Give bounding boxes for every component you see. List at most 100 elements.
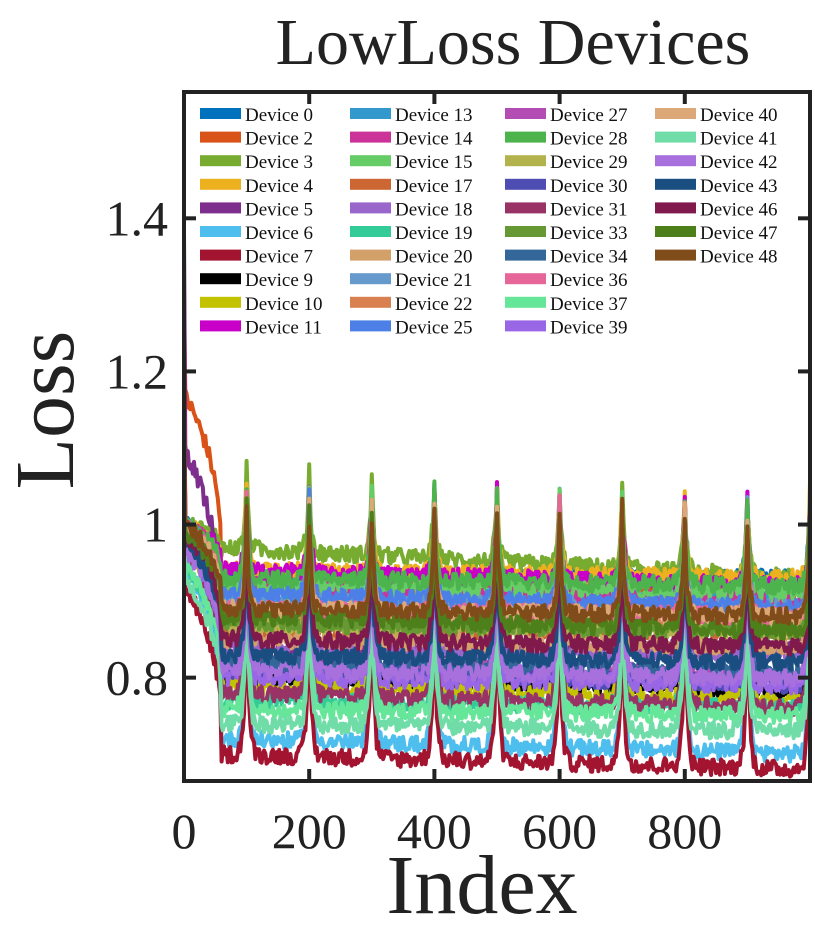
legend-swatch: [350, 202, 391, 214]
legend-swatch: [505, 155, 546, 167]
legend-label: Device 29: [550, 152, 628, 173]
axes-layer: 0 200 400 600 800 0.8 1 1.2 1.4: [106, 90, 812, 859]
legend-item: Device 7: [200, 247, 313, 268]
legend-swatch: [655, 131, 696, 143]
legend-swatch: [200, 226, 241, 237]
legend-label: Device 11: [245, 317, 322, 338]
legend-swatch: [200, 178, 241, 190]
legend-label: Device 7: [245, 247, 313, 268]
legend-label: Device 39: [550, 317, 628, 338]
legend-label: Device 28: [550, 129, 628, 150]
legend-label: Device 9: [245, 270, 313, 291]
legend-item: Device 5: [200, 199, 313, 220]
legend-item: Device 43: [655, 176, 778, 197]
legend-swatch: [350, 249, 391, 261]
legend-item: Device 9: [200, 270, 313, 291]
legend-label: Device 19: [395, 223, 473, 244]
legend-item: Device 18: [350, 199, 473, 220]
legend-swatch: [200, 320, 241, 332]
legend-label: Device 20: [395, 247, 473, 268]
legend-swatch: [655, 249, 696, 261]
x-axis-label: Index: [386, 839, 577, 932]
legend-swatch: [655, 108, 696, 119]
legend-label: Device 43: [700, 176, 778, 197]
legend-swatch: [505, 108, 546, 119]
legend-swatch: [350, 273, 391, 285]
legend-label: Device 4: [245, 176, 314, 197]
legend-swatch: [350, 178, 391, 190]
x-tick-label: 200: [272, 803, 347, 859]
legend-item: Device 14: [350, 129, 473, 150]
legend-item: Device 3: [200, 152, 313, 173]
x-tick-label: 600: [522, 803, 597, 859]
legend-label: Device 41: [700, 129, 778, 150]
legend-swatch: [505, 131, 546, 143]
legend-item: Device 29: [505, 152, 628, 173]
legend-swatch: [350, 320, 391, 332]
legend-swatch: [655, 202, 696, 214]
legend-item: Device 25: [350, 317, 473, 338]
series-line: [184, 424, 810, 596]
legend-item: Device 0: [200, 105, 313, 126]
legend-label: Device 14: [395, 129, 473, 150]
legend-item: Device 47: [655, 223, 778, 244]
legend-swatch: [505, 296, 546, 308]
legend-label: Device 0: [245, 105, 313, 126]
legend-item: Device 33: [505, 223, 628, 244]
legend-item: Device 13: [350, 105, 473, 126]
legend-swatch: [505, 249, 546, 261]
legend-swatch: [350, 296, 391, 308]
legend-swatch: [200, 108, 241, 119]
legend-swatch: [655, 178, 696, 190]
legend-swatch: [200, 131, 241, 143]
legend-item: Device 6: [200, 223, 313, 244]
legend-swatch: [200, 249, 241, 261]
legend-item: Device 39: [505, 317, 628, 338]
legend-label: Device 3: [245, 152, 313, 173]
legend-item: Device 41: [655, 129, 778, 150]
legend-item: Device 40: [655, 105, 778, 126]
legend-item: Device 30: [505, 176, 628, 197]
x-tick-label: 800: [647, 803, 722, 859]
legend-label: Device 2: [245, 129, 313, 150]
legend-swatch: [200, 296, 241, 308]
x-tick-label: 400: [397, 803, 472, 859]
legend-swatch: [655, 155, 696, 167]
legend-swatch: [200, 273, 241, 285]
y-axis-label: Loss: [0, 331, 92, 490]
legend-label: Device 15: [395, 152, 473, 173]
legend-label: Device 40: [700, 105, 778, 126]
legend-swatch: [505, 202, 546, 214]
legend-item: Device 46: [655, 199, 778, 220]
legend-label: Device 36: [550, 270, 628, 291]
legend-item: Device 21: [350, 270, 473, 291]
legend-swatch: [350, 155, 391, 167]
legend-swatch: [505, 178, 546, 190]
legend-swatch: [505, 320, 546, 332]
legend-item: Device 20: [350, 247, 473, 268]
legend-label: Device 34: [550, 247, 628, 268]
legend-swatch: [505, 226, 546, 237]
legend-item: Device 37: [505, 294, 628, 315]
legend-label: Device 25: [395, 317, 473, 338]
legend-swatch: [200, 202, 241, 214]
legend-item: Device 19: [350, 223, 473, 244]
legend-item: Device 4: [200, 176, 314, 197]
legend-swatch: [350, 108, 391, 119]
legend-label: Device 10: [245, 294, 323, 315]
legend-swatch: [200, 155, 241, 167]
legend-item: Device 36: [505, 270, 628, 291]
legend-item: Device 22: [350, 294, 473, 315]
legend-label: Device 18: [395, 199, 473, 220]
legend-item: Device 48: [655, 247, 778, 268]
legend-item: Device 15: [350, 152, 473, 173]
chart-title: LowLoss Devices: [276, 6, 751, 79]
legend-label: Device 13: [395, 105, 473, 126]
legend-label: Device 30: [550, 176, 628, 197]
y-tick-label: 1.2: [106, 343, 169, 399]
legend-swatch: [350, 226, 391, 237]
legend-item: Device 28: [505, 129, 628, 150]
legend-swatch: [655, 226, 696, 237]
legend-swatch: [505, 273, 546, 285]
